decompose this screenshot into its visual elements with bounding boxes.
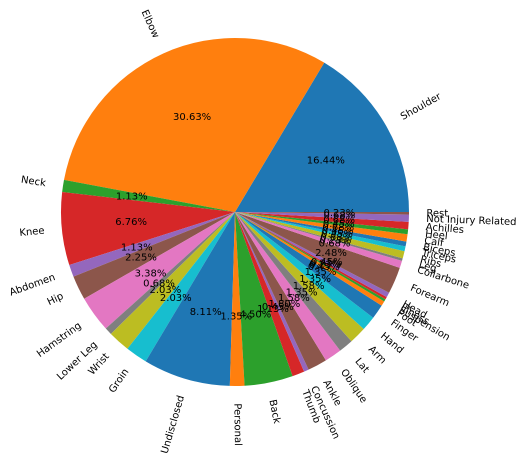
percent-label: 2.48% [315, 248, 347, 259]
slice-label: Achilles [425, 222, 464, 236]
percent-label: 2.03% [160, 293, 192, 304]
percent-label: 0.68% [319, 238, 351, 249]
slice-label: Arm [366, 344, 388, 366]
pie-slice [235, 212, 390, 298]
percent-label: 4.50% [239, 309, 271, 320]
percent-label: 0.68% [320, 233, 352, 244]
percent-label: 1.80% [269, 299, 301, 310]
percent-label: 1.35% [286, 287, 318, 298]
percent-label: 0.68% [322, 223, 354, 234]
percent-label: 1.58% [293, 281, 325, 292]
percent-label: 1.35% [305, 267, 337, 278]
pie-slice [235, 212, 403, 261]
pie-slice [235, 212, 409, 230]
pie-slice [235, 212, 385, 306]
percent-label: 6.76% [115, 217, 147, 228]
pie-slice [235, 212, 409, 215]
pie-slice [235, 212, 387, 300]
pie-slice [61, 192, 236, 266]
slice-label: Calf [423, 236, 444, 250]
percent-label: 1.13% [121, 242, 153, 253]
slice-label: Shoulder [399, 91, 444, 123]
percent-label: 0.45% [323, 219, 355, 230]
pie-slice [235, 62, 409, 212]
percent-label: 1.58% [278, 293, 310, 304]
slice-label: Back [266, 399, 282, 425]
percent-label: 0.23% [324, 208, 356, 219]
pie-slice [235, 212, 364, 342]
slice-label: Leg [417, 260, 437, 275]
slice-label: Personal [231, 403, 243, 446]
pie-slice [235, 212, 293, 386]
slice-label: Undisclosed [160, 394, 187, 455]
percent-label: 0.45% [322, 226, 354, 237]
percent-label: 2.03% [149, 285, 181, 296]
pie-slice [235, 212, 326, 370]
slice-label: Abdomen [8, 272, 57, 299]
pie-slice [63, 37, 325, 212]
slice-label: Elbow [139, 8, 161, 40]
pie-slice [229, 212, 245, 386]
percent-label: 1.13% [116, 191, 148, 202]
pie-slice [235, 212, 386, 302]
percent-label: 0.45% [311, 257, 343, 268]
pie-slice [235, 212, 405, 259]
slice-label: Knee [19, 226, 45, 239]
slice-label: Rest [426, 208, 448, 219]
percent-label: 0.68% [323, 211, 355, 222]
percent-label: 1.13% [257, 304, 289, 315]
pie-slice [235, 212, 352, 351]
pie-slice [235, 212, 400, 293]
slice-label: Hip [46, 291, 66, 308]
pie-slice [235, 212, 382, 318]
percent-label: 16.44% [307, 155, 345, 166]
percent-label: 0.45% [262, 302, 294, 313]
slice-label: Ribs [419, 254, 442, 270]
pie-slice [235, 212, 341, 361]
percent-label: 0.68% [143, 279, 175, 290]
slice-label: Heel [424, 229, 448, 242]
pie-slice [235, 212, 403, 268]
percent-label: 1.35% [299, 274, 331, 285]
pie-slice [235, 212, 407, 247]
percent-label: 0.23% [320, 236, 352, 247]
slice-label: Groin [107, 367, 131, 395]
pie-slice [62, 179, 235, 212]
pie-slice [69, 212, 236, 277]
pie-slice [235, 212, 374, 330]
pie-slice [73, 212, 236, 299]
pie-slice [235, 212, 309, 372]
pie-slice [235, 212, 406, 252]
pie-slice [235, 212, 305, 377]
slice-label: Neck [20, 175, 46, 190]
percent-label: 8.11% [190, 307, 222, 318]
pie-slice [127, 212, 235, 362]
pie-slice [235, 212, 409, 235]
percent-label: 30.63% [173, 112, 211, 123]
pie-slice [110, 212, 235, 349]
percent-label: 1.35% [220, 311, 252, 322]
pie-slice [235, 212, 408, 242]
pie-slice [84, 212, 235, 329]
slice-label: Not Injury Related [426, 214, 517, 228]
percent-label: 0.23% [310, 259, 342, 270]
percent-label: 0.23% [309, 260, 341, 271]
percent-label: 0.68% [323, 215, 355, 226]
pie-slice [105, 212, 235, 334]
pie-slice [145, 212, 235, 386]
percent-label: 0.45% [308, 262, 340, 273]
percent-label: 2.25% [125, 253, 157, 264]
percent-label: 3.38% [135, 268, 167, 279]
pie-slice [235, 212, 409, 222]
percent-label: 0.45% [321, 229, 353, 240]
slice-label: Lat [352, 356, 370, 375]
